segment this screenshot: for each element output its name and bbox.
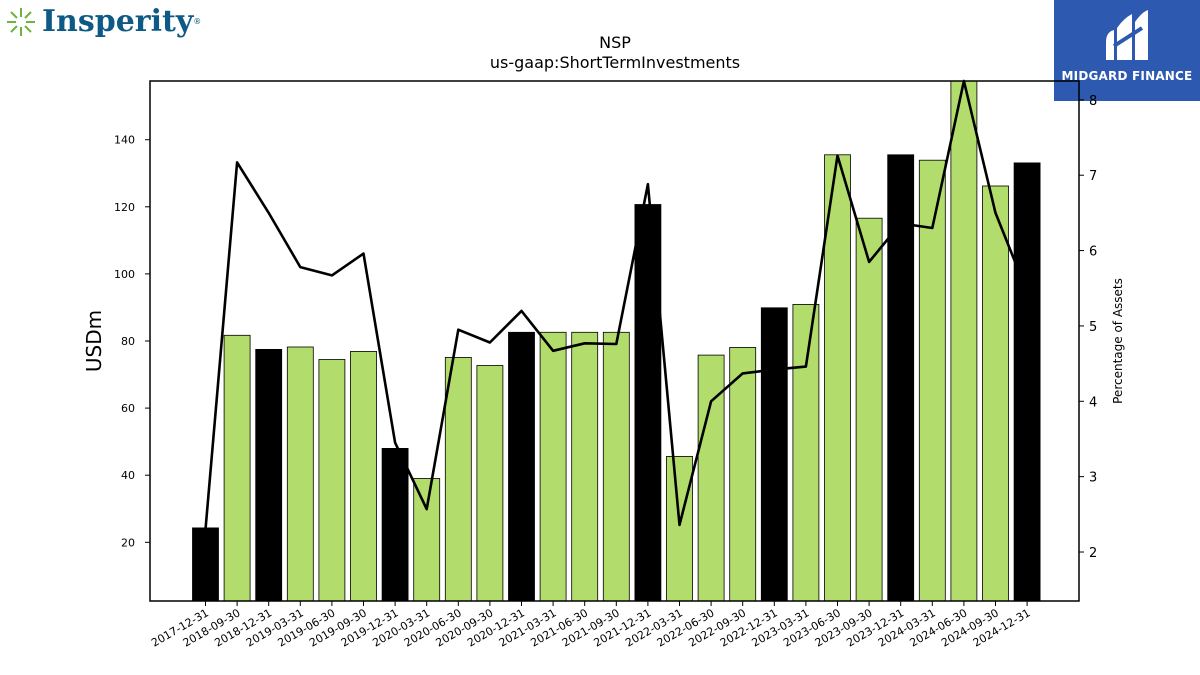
midgard-m-icon [1106,10,1148,60]
bar-2020-12-31 [508,331,535,602]
bar-2024-09-30 [982,185,1009,602]
bar-2021-03-31 [539,331,567,602]
insperity-registered-mark: ® [193,17,202,26]
y2-tick-label: 8 [1089,94,1097,109]
bar-2017-12-31 [192,527,219,602]
y2-tick-label: 7 [1089,169,1097,184]
bar-2018-09-30 [223,334,251,602]
bar-2023-03-31 [792,303,820,602]
bar-2023-06-30 [824,154,851,602]
insperity-logo: Insperity ® [4,4,201,39]
bar-2024-06-30 [950,80,978,602]
chart-subtitle: us-gaap:ShortTermInvestments [490,53,740,72]
y2-tick-label: 5 [1089,320,1097,335]
y2-axis-label: Percentage of Assets [1111,278,1125,404]
bar-2020-09-30 [476,365,504,602]
bar-2022-06-30 [697,354,725,602]
y2-tick-label: 6 [1089,245,1097,260]
bar-2022-03-31 [666,455,693,602]
bar-2019-03-31 [286,346,314,602]
y-tick-label: 120 [114,201,135,214]
bar-2022-12-31 [760,307,788,602]
bar-2024-03-31 [918,159,946,602]
insperity-leaf-icon [7,7,35,36]
percentage-of-assets-line [204,79,1029,530]
bar-2022-09-30 [729,346,757,602]
midgard-finance-text: MIDGARD FINANCE [1061,69,1193,83]
y-tick-label: 80 [121,335,135,348]
bar-2019-12-31 [381,447,409,602]
bar-2021-12-31 [634,204,662,602]
y-tick-label: 140 [114,134,135,147]
bar-2020-03-31 [413,478,441,602]
bar-2023-12-31 [887,154,915,602]
bar-2019-09-30 [350,350,377,602]
bar-2018-12-31 [255,348,283,602]
y-axis-right: 2 3 4 5 6 7 8 [1079,94,1097,561]
bar-2019-06-30 [318,359,346,602]
bar-2024-12-31 [1013,162,1041,602]
bar-2021-09-30 [602,331,630,602]
bars-layer [192,80,1041,602]
y2-tick-label: 3 [1089,471,1097,486]
y-axis-label: USDm [82,310,106,372]
y2-tick-label: 4 [1089,395,1097,410]
y-tick-label: 20 [121,536,135,549]
y-tick-label: 40 [121,469,135,482]
chart-title: NSP [599,33,631,52]
y-tick-label: 100 [114,268,135,281]
x-axis: 2017-12-312018-09-302018-12-312019-03-31… [149,601,1033,650]
y-axis-left: 20 40 60 80 100 120 140 [114,134,150,549]
line-layer [204,79,1029,530]
y2-tick-label: 2 [1089,546,1097,561]
insperity-logo-text: Insperity [42,4,194,39]
bar-2023-09-30 [855,217,883,602]
bar-2020-06-30 [444,356,472,602]
y-tick-label: 60 [121,402,135,415]
bar-2021-06-30 [571,331,599,602]
